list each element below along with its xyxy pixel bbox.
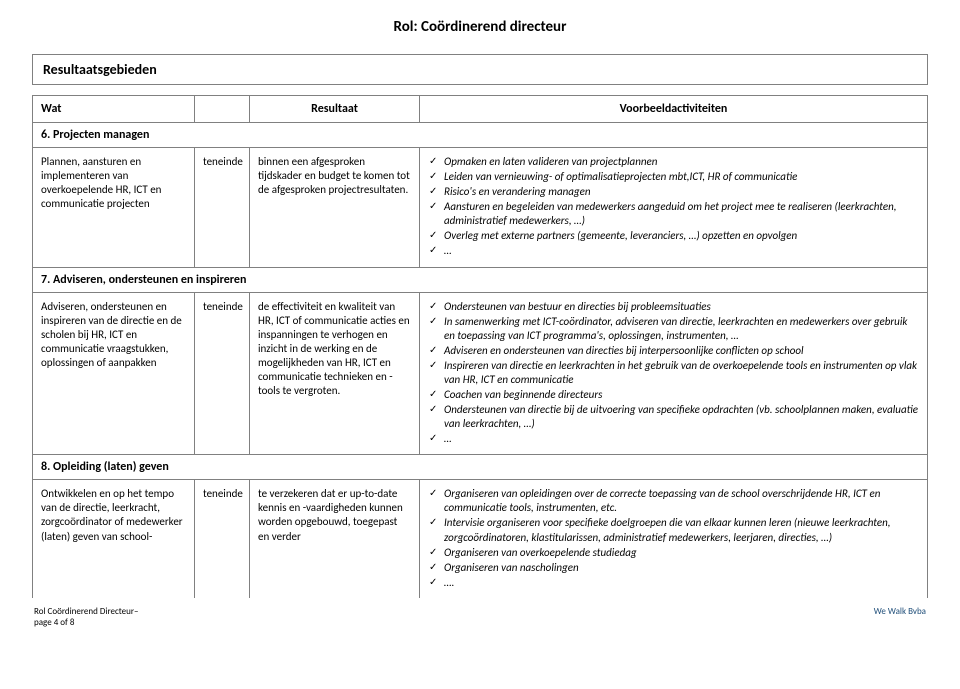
voorb-list-6: Opmaken en laten valideren van projectpl… [428, 155, 919, 259]
list-item: Risico's en verandering managen [428, 185, 919, 199]
list-item: Leiden van vernieuwing- of optimalisatie… [428, 170, 919, 184]
page-footer: Rol Coördinerend Directeur– page 4 of 8 … [32, 606, 928, 628]
section-row-8: 8. Opleiding (laten) geven [33, 455, 928, 480]
list-item: Adviseren en ondersteunen van directies … [428, 344, 919, 358]
content-row-8: Ontwikkelen en op het tempo van de direc… [33, 480, 928, 598]
teneinde-7: teneinde [195, 292, 250, 455]
voorb-list-7: Ondersteunen van bestuur en directies bi… [428, 300, 919, 447]
section-row-6: 6. Projecten managen [33, 123, 928, 148]
section-heading: Resultaatsgebieden [32, 54, 928, 85]
footer-left: Rol Coördinerend Directeur– page 4 of 8 [34, 606, 139, 628]
header-spacer [195, 96, 250, 123]
list-item: …. [428, 576, 919, 590]
list-item: Opmaken en laten valideren van projectpl… [428, 155, 919, 169]
list-item: Overleg met externe partners (gemeente, … [428, 229, 919, 243]
list-item: Organiseren van overkoepelende studiedag [428, 546, 919, 560]
list-item: Organiseren van opleidingen over de corr… [428, 487, 919, 515]
voorb-list-8: Organiseren van opleidingen over de corr… [428, 487, 919, 590]
teneinde-8: teneinde [195, 480, 250, 598]
section-num-6: 6. Projecten managen [33, 123, 928, 148]
list-item: Organiseren van nascholingen [428, 561, 919, 575]
voorb-6: Opmaken en laten valideren van projectpl… [420, 148, 928, 268]
table-header-row: Wat Resultaat Voorbeeldactiviteiten [33, 96, 928, 123]
header-voorbeeld: Voorbeeldactiviteiten [420, 96, 928, 123]
section-num-8: 8. Opleiding (laten) geven [33, 455, 928, 480]
footer-page-num: page 4 of 8 [34, 617, 74, 628]
results-table: Wat Resultaat Voorbeeldactiviteiten 6. P… [32, 95, 928, 598]
list-item: Ondersteunen van bestuur en directies bi… [428, 300, 919, 314]
list-item: Intervisie organiseren voor specifieke d… [428, 516, 919, 544]
page-root: Rol: Coördinerend directeur Resultaatsge… [0, 0, 960, 640]
voorb-7: Ondersteunen van bestuur en directies bi… [420, 292, 928, 455]
res-6: binnen een afgesproken tijdskader en bud… [250, 148, 420, 268]
wat-7: Adviseren, ondersteunen en inspireren va… [33, 292, 195, 455]
page-title: Rol: Coördinerend directeur [32, 18, 928, 36]
list-item: … [428, 244, 919, 258]
content-row-7: Adviseren, ondersteunen en inspireren va… [33, 292, 928, 455]
res-8: te verzekeren dat er up-to-date kennis e… [250, 480, 420, 598]
wat-6: Plannen, aansturen en implementeren van … [33, 148, 195, 268]
section-row-7: 7. Adviseren, ondersteunen en inspireren [33, 267, 928, 292]
header-wat: Wat [33, 96, 195, 123]
list-item: Inspireren van directie en leerkrachten … [428, 359, 919, 387]
header-resultaat: Resultaat [250, 96, 420, 123]
res-7: de effectiviteit en kwaliteit van HR, IC… [250, 292, 420, 455]
section-num-7: 7. Adviseren, ondersteunen en inspireren [33, 267, 928, 292]
footer-doc-title: Rol Coördinerend Directeur– [34, 606, 139, 617]
content-row-6: Plannen, aansturen en implementeren van … [33, 148, 928, 268]
footer-right: We Walk Bvba [874, 606, 926, 628]
list-item: Coachen van beginnende directeurs [428, 388, 919, 402]
list-item: Ondersteunen van directie bij de uitvoer… [428, 403, 919, 431]
wat-8: Ontwikkelen en op het tempo van de direc… [33, 480, 195, 598]
list-item: In samenwerking met ICT-coördinator, adv… [428, 315, 919, 343]
voorb-8: Organiseren van opleidingen over de corr… [420, 480, 928, 598]
teneinde-6: teneinde [195, 148, 250, 268]
list-item: Aansturen en begeleiden van medewerkers … [428, 200, 919, 228]
list-item: … [428, 432, 919, 446]
